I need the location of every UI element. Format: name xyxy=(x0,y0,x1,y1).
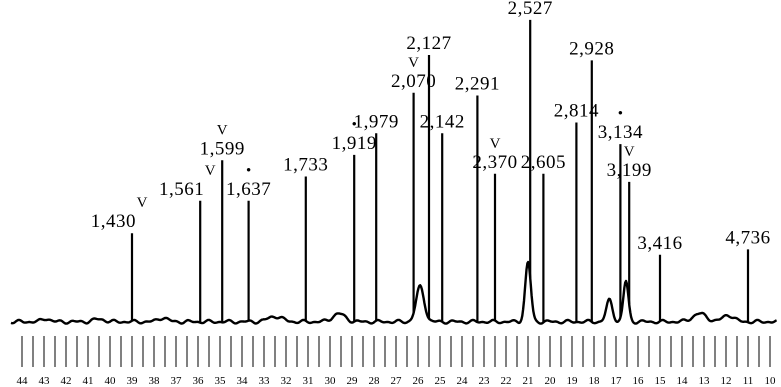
x-tick-label-29: 29 xyxy=(347,375,359,387)
x-tick-label-32: 32 xyxy=(281,375,292,387)
x-tick-label-44: 44 xyxy=(17,375,29,387)
peak-marker-1-637: • xyxy=(246,163,251,179)
x-tick-label-11: 11 xyxy=(743,375,754,387)
peak-marker-3-199: V xyxy=(624,144,635,160)
peak-label-4-736: 4,736 xyxy=(725,227,770,248)
peak-marker-3-134: • xyxy=(618,106,623,122)
signal-trace xyxy=(10,260,778,325)
x-tick-label-12: 12 xyxy=(721,375,732,387)
peak-label-2-291: 2,291 xyxy=(455,74,500,95)
peak-label-1-733: 1,733 xyxy=(283,155,328,176)
x-tick-label-30: 30 xyxy=(325,375,337,387)
peak-label-1-599: 1,599 xyxy=(200,138,245,159)
peak-label-3-416: 3,416 xyxy=(637,233,682,254)
x-tick-label-17: 17 xyxy=(611,375,623,387)
x-tick-label-10: 10 xyxy=(765,375,777,387)
x-tick-label-33: 33 xyxy=(259,375,271,387)
peak-marker-1-561: V xyxy=(205,163,216,179)
x-tick-label-15: 15 xyxy=(655,375,667,387)
peak-label-2-605: 2,605 xyxy=(521,152,566,173)
x-tick-label-13: 13 xyxy=(699,375,711,387)
peak-marker-2-370: V xyxy=(490,136,501,152)
x-tick-label-23: 23 xyxy=(479,375,491,387)
x-tick-label-27: 27 xyxy=(391,375,403,387)
x-tick-label-43: 43 xyxy=(39,375,51,387)
peak-marker-1-919: • xyxy=(352,117,357,133)
peak-label-2-370: 2,370 xyxy=(472,152,517,173)
peak-marker-1-430: V xyxy=(137,195,148,211)
x-tick-label-14: 14 xyxy=(677,375,689,387)
x-tick-label-24: 24 xyxy=(457,375,469,387)
x-tick-label-35: 35 xyxy=(215,375,227,387)
x-tick-label-42: 42 xyxy=(61,375,72,387)
x-tick-label-25: 25 xyxy=(435,375,447,387)
peak-label-1-637: 1,637 xyxy=(226,179,271,200)
x-tick-label-36: 36 xyxy=(193,375,205,387)
x-tick-label-28: 28 xyxy=(369,375,381,387)
x-tick-label-41: 41 xyxy=(83,375,94,387)
peak-label-2-070: 2,070 xyxy=(391,71,436,92)
x-tick-label-34: 34 xyxy=(237,375,249,387)
x-tick-label-19: 19 xyxy=(567,375,579,387)
x-tick-label-21: 21 xyxy=(523,375,534,387)
peak-label-2-527: 2,527 xyxy=(508,0,553,19)
x-tick-label-38: 38 xyxy=(149,375,161,387)
x-tick-label-26: 26 xyxy=(413,375,425,387)
x-tick-label-37: 37 xyxy=(171,375,183,387)
peak-label-1-979: 1,979 xyxy=(354,111,399,132)
peak-marker-2-070: V xyxy=(408,55,419,71)
peak-label-3-134: 3,134 xyxy=(598,122,643,143)
x-tick-label-31: 31 xyxy=(303,375,314,387)
peak-label-2-928: 2,928 xyxy=(569,38,614,59)
peak-label-1-919: 1,919 xyxy=(332,133,377,154)
x-axis: 44 43 42 41 40 39 38 37 36 35 34 33 32 31 30 29 28 27 26 25… xyxy=(17,336,777,387)
peak-bars xyxy=(130,19,750,323)
x-tick-label-39: 39 xyxy=(127,375,139,387)
peak-label-1-430: 1,430 xyxy=(91,211,136,232)
peak-label-1-561: 1,561 xyxy=(159,179,204,200)
peak-label-2-142: 2,142 xyxy=(420,111,465,132)
x-tick-label-18: 18 xyxy=(589,375,601,387)
x-tick-label-22: 22 xyxy=(501,375,512,387)
x-tick-label-40: 40 xyxy=(105,375,117,387)
peak-label-2-127: 2,127 xyxy=(406,33,451,54)
x-tick-label-16: 16 xyxy=(633,375,645,387)
peak-marker-1-599: V xyxy=(217,122,228,138)
peak-label-3-199: 3,199 xyxy=(607,160,652,181)
x-tick-label-20: 20 xyxy=(545,375,557,387)
peak-label-2-814: 2,814 xyxy=(554,101,599,122)
